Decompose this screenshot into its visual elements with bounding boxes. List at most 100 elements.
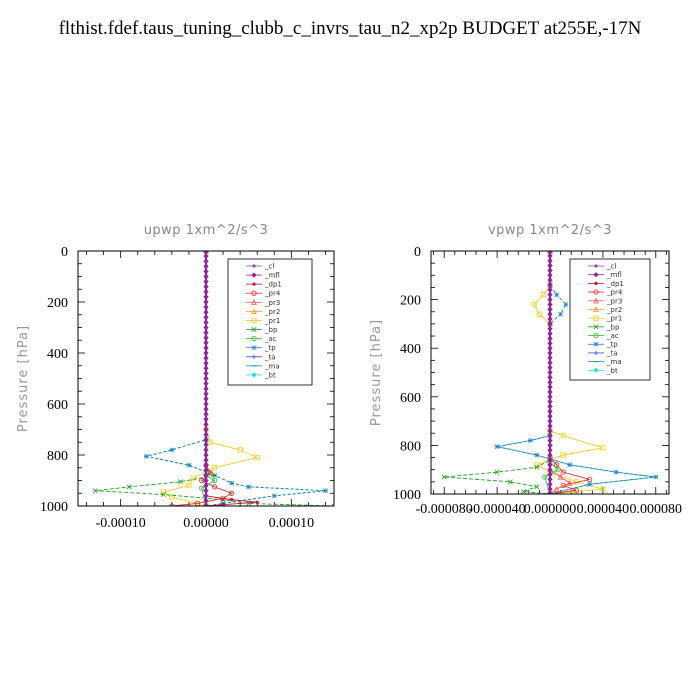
legend-marker xyxy=(593,289,599,295)
y-tick-label: 1000 xyxy=(393,488,421,503)
legend-marker xyxy=(251,354,257,359)
data-point xyxy=(203,401,209,407)
data-point xyxy=(212,472,218,478)
data-point xyxy=(553,486,560,492)
legend-marker xyxy=(251,317,257,324)
legend-item: _pr3 xyxy=(246,299,280,307)
data-point xyxy=(560,469,566,475)
data-point xyxy=(203,309,209,315)
legend: _cl_mfl_dp1_pr4_pr3_pr2_pr1_bp_ac_tp_ta_… xyxy=(569,258,651,381)
y-tick-label: 600 xyxy=(400,391,421,406)
data-point xyxy=(203,314,209,320)
data-point xyxy=(203,477,209,484)
panel-title: vpwp 1xm^2/s^3 xyxy=(488,223,612,238)
data-point xyxy=(560,452,566,458)
data-point xyxy=(547,403,553,410)
legend-marker xyxy=(593,306,599,313)
plot-frame xyxy=(430,250,670,495)
legend-label: _ma xyxy=(264,362,280,370)
data-point xyxy=(555,467,561,473)
legend-label: _ac xyxy=(264,335,277,343)
legend-label: _pr2 xyxy=(606,306,622,314)
data-point xyxy=(207,439,213,445)
legend-label: _pr3 xyxy=(606,297,622,305)
data-point xyxy=(547,486,553,492)
legend-label: _pr2 xyxy=(264,308,280,316)
data-point xyxy=(547,471,553,478)
y-tick-label: 1000 xyxy=(40,500,68,515)
data-point xyxy=(547,442,553,449)
y-tick-label: 0 xyxy=(61,245,68,260)
data-point xyxy=(203,467,209,473)
series-mfl xyxy=(203,251,209,506)
legend-item: _pr1 xyxy=(588,315,622,323)
data-point xyxy=(540,292,546,298)
data-point xyxy=(536,311,543,317)
data-point xyxy=(534,484,540,490)
x-tick-label: -0.000040 xyxy=(469,502,526,517)
data-point xyxy=(547,408,553,415)
legend-label: _bp xyxy=(606,323,620,331)
data-point xyxy=(203,345,209,351)
data-point xyxy=(203,319,209,326)
data-point xyxy=(203,447,209,453)
data-point xyxy=(507,479,513,485)
data-point xyxy=(547,258,553,264)
data-point xyxy=(547,282,553,288)
legend-item: _tp xyxy=(246,344,276,352)
legend-item: _pr2 xyxy=(588,306,622,314)
data-point xyxy=(203,365,209,371)
data-point xyxy=(547,316,553,322)
data-point xyxy=(199,485,205,491)
legend-marker xyxy=(251,299,257,305)
series-ma xyxy=(494,251,658,494)
data-point xyxy=(547,413,553,419)
data-point xyxy=(547,253,553,259)
legend-label: _tp xyxy=(264,344,276,352)
data-point xyxy=(547,292,553,298)
series-line xyxy=(444,251,551,494)
data-point xyxy=(255,500,259,504)
data-point xyxy=(211,465,218,471)
legend-label: _ac xyxy=(606,332,619,340)
data-point xyxy=(229,490,235,496)
data-point xyxy=(547,306,553,312)
legend-marker xyxy=(594,264,598,268)
data-point xyxy=(203,498,209,504)
data-point xyxy=(169,494,175,500)
series-line xyxy=(146,251,326,506)
data-point xyxy=(547,272,553,278)
legend-marker xyxy=(593,315,599,321)
data-point xyxy=(547,360,553,366)
legend-label: _cl xyxy=(264,263,274,271)
data-point xyxy=(573,487,580,493)
legend-marker xyxy=(593,272,599,278)
y-tick-label: 800 xyxy=(400,439,421,454)
legend-marker xyxy=(593,350,599,356)
data-point xyxy=(92,488,98,494)
data-point xyxy=(207,470,213,476)
data-point xyxy=(203,340,209,346)
data-point xyxy=(547,267,553,274)
legend-label: _pr4 xyxy=(264,290,281,298)
legend-label: _pr4 xyxy=(606,289,623,297)
data-point xyxy=(547,350,553,356)
legend-item: _ta xyxy=(588,349,618,357)
data-point xyxy=(203,411,209,417)
data-point xyxy=(203,304,209,310)
data-point xyxy=(547,251,553,254)
legend-item: _bt xyxy=(246,371,276,379)
legend-item: _bp xyxy=(246,326,278,334)
data-point xyxy=(203,472,209,479)
data-point xyxy=(547,321,553,327)
data-point xyxy=(547,467,553,473)
plot-frame xyxy=(77,250,335,507)
data-point xyxy=(203,273,209,280)
series-line xyxy=(549,251,571,494)
data-point xyxy=(554,462,560,468)
data-point xyxy=(547,433,553,439)
data-point xyxy=(547,335,553,342)
data-point xyxy=(600,486,606,492)
legend-marker xyxy=(593,367,599,373)
data-point xyxy=(203,263,209,269)
